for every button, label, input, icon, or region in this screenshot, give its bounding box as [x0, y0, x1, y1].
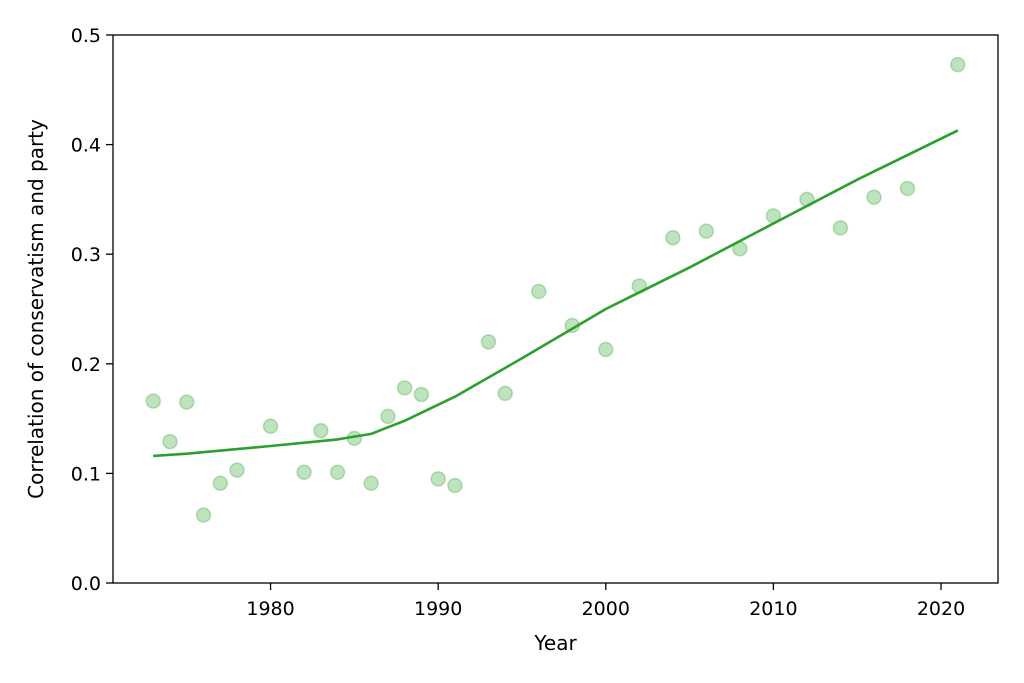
y-tick-label: 0.4 — [71, 135, 101, 157]
plot-area-frame — [112, 34, 999, 584]
data-point — [329, 464, 346, 481]
data-point — [480, 334, 497, 350]
y-tick-label: 0.1 — [71, 463, 101, 485]
scatter-series — [145, 56, 966, 523]
data-point — [698, 223, 715, 239]
data-point — [296, 464, 312, 481]
data-point — [162, 433, 178, 450]
x-tick-label: 1980 — [246, 598, 294, 620]
x-tick-label: 2020 — [917, 598, 965, 620]
y-axis: 0.0 0.1 0.2 0.3 0.4 0.5 — [71, 25, 113, 595]
x-tick-label: 2010 — [749, 598, 797, 620]
data-point — [899, 180, 916, 197]
y-tick-label: 0.3 — [71, 244, 101, 266]
data-point — [866, 189, 882, 205]
x-tick-label: 1990 — [414, 598, 462, 620]
data-point — [430, 471, 446, 487]
data-point — [497, 385, 513, 402]
data-point — [363, 475, 379, 492]
data-point — [145, 393, 161, 409]
data-point — [212, 475, 229, 492]
data-point — [665, 230, 681, 246]
data-point — [832, 220, 849, 236]
y-tick-label: 0.2 — [71, 354, 101, 376]
data-point — [195, 507, 212, 523]
data-point — [313, 422, 329, 439]
data-point — [262, 418, 279, 435]
data-point — [396, 380, 413, 396]
data-point — [179, 394, 195, 410]
y-axis-label: Correlation of conservatism and party — [24, 119, 48, 499]
y-tick-label: 0.5 — [71, 25, 101, 47]
x-tick-label: 2000 — [582, 598, 630, 620]
y-tick-label: 0.0 — [71, 573, 101, 595]
data-point — [598, 341, 614, 358]
data-point — [413, 386, 430, 403]
data-point — [950, 56, 966, 73]
data-point — [229, 462, 245, 478]
x-axis-label: Year — [533, 631, 577, 655]
data-point — [530, 283, 547, 300]
data-point — [447, 477, 463, 494]
x-axis: 1980 1990 2000 2010 2020 — [246, 583, 965, 620]
trend-line-series — [153, 129, 959, 458]
data-point — [380, 408, 396, 425]
trend-line — [153, 129, 959, 458]
